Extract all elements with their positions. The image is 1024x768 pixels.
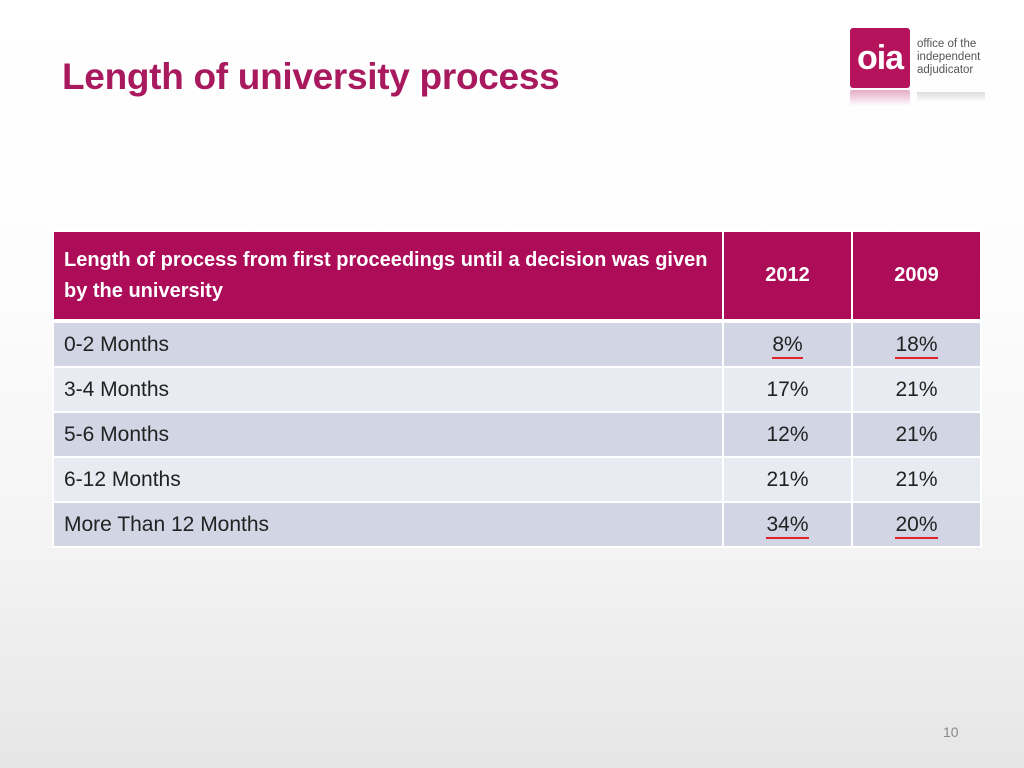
logo-text-line: independent bbox=[917, 51, 981, 63]
value-text: 20% bbox=[895, 512, 938, 539]
row-label: 5-6 Months bbox=[52, 411, 724, 458]
value-text: 8% bbox=[772, 332, 803, 359]
value-2009: 21% bbox=[851, 456, 982, 503]
logo-text-line: adjudicator bbox=[917, 64, 974, 76]
value-2012: 17% bbox=[722, 366, 853, 413]
value-2012: 12% bbox=[722, 411, 853, 458]
header-label: Length of process from first proceedings… bbox=[52, 230, 724, 323]
table-row: 3-4 Months 17% 21% bbox=[52, 366, 982, 413]
value-text: 18% bbox=[895, 332, 938, 359]
logo-text: office of the independent adjudicator bbox=[917, 38, 980, 77]
slide-title: Length of university process bbox=[62, 56, 560, 97]
row-label: 6-12 Months bbox=[52, 456, 724, 503]
oia-logo-mark: oia bbox=[850, 28, 910, 88]
value-2012: 21% bbox=[722, 456, 853, 503]
table-row: 5-6 Months 12% 21% bbox=[52, 411, 982, 458]
table-row: More Than 12 Months 34% 20% bbox=[52, 501, 982, 548]
logo-text-line: office of the bbox=[917, 38, 977, 50]
page-number: 10 bbox=[943, 724, 959, 740]
row-label: 0-2 Months bbox=[52, 320, 724, 368]
value-2009: 21% bbox=[851, 366, 982, 413]
header-year-2009: 2009 bbox=[851, 230, 982, 323]
header-year-2012: 2012 bbox=[722, 230, 853, 323]
value-2012: 8% bbox=[722, 320, 853, 368]
value-2012: 34% bbox=[722, 501, 853, 548]
value-2009: 20% bbox=[851, 501, 982, 548]
process-length-table: Length of process from first proceedings… bbox=[52, 230, 982, 548]
logo-reflection bbox=[850, 90, 910, 106]
value-text: 34% bbox=[766, 512, 809, 539]
value-2009: 21% bbox=[851, 411, 982, 458]
table-row: 0-2 Months 8% 18% bbox=[52, 320, 982, 368]
logo-text-reflection bbox=[917, 92, 985, 102]
row-label: 3-4 Months bbox=[52, 366, 724, 413]
table-header-row: Length of process from first proceedings… bbox=[52, 230, 982, 323]
row-label: More Than 12 Months bbox=[52, 501, 724, 548]
value-2009: 18% bbox=[851, 320, 982, 368]
oia-logo: oia office of the independent adjudicato… bbox=[850, 28, 1000, 108]
table-row: 6-12 Months 21% 21% bbox=[52, 456, 982, 503]
